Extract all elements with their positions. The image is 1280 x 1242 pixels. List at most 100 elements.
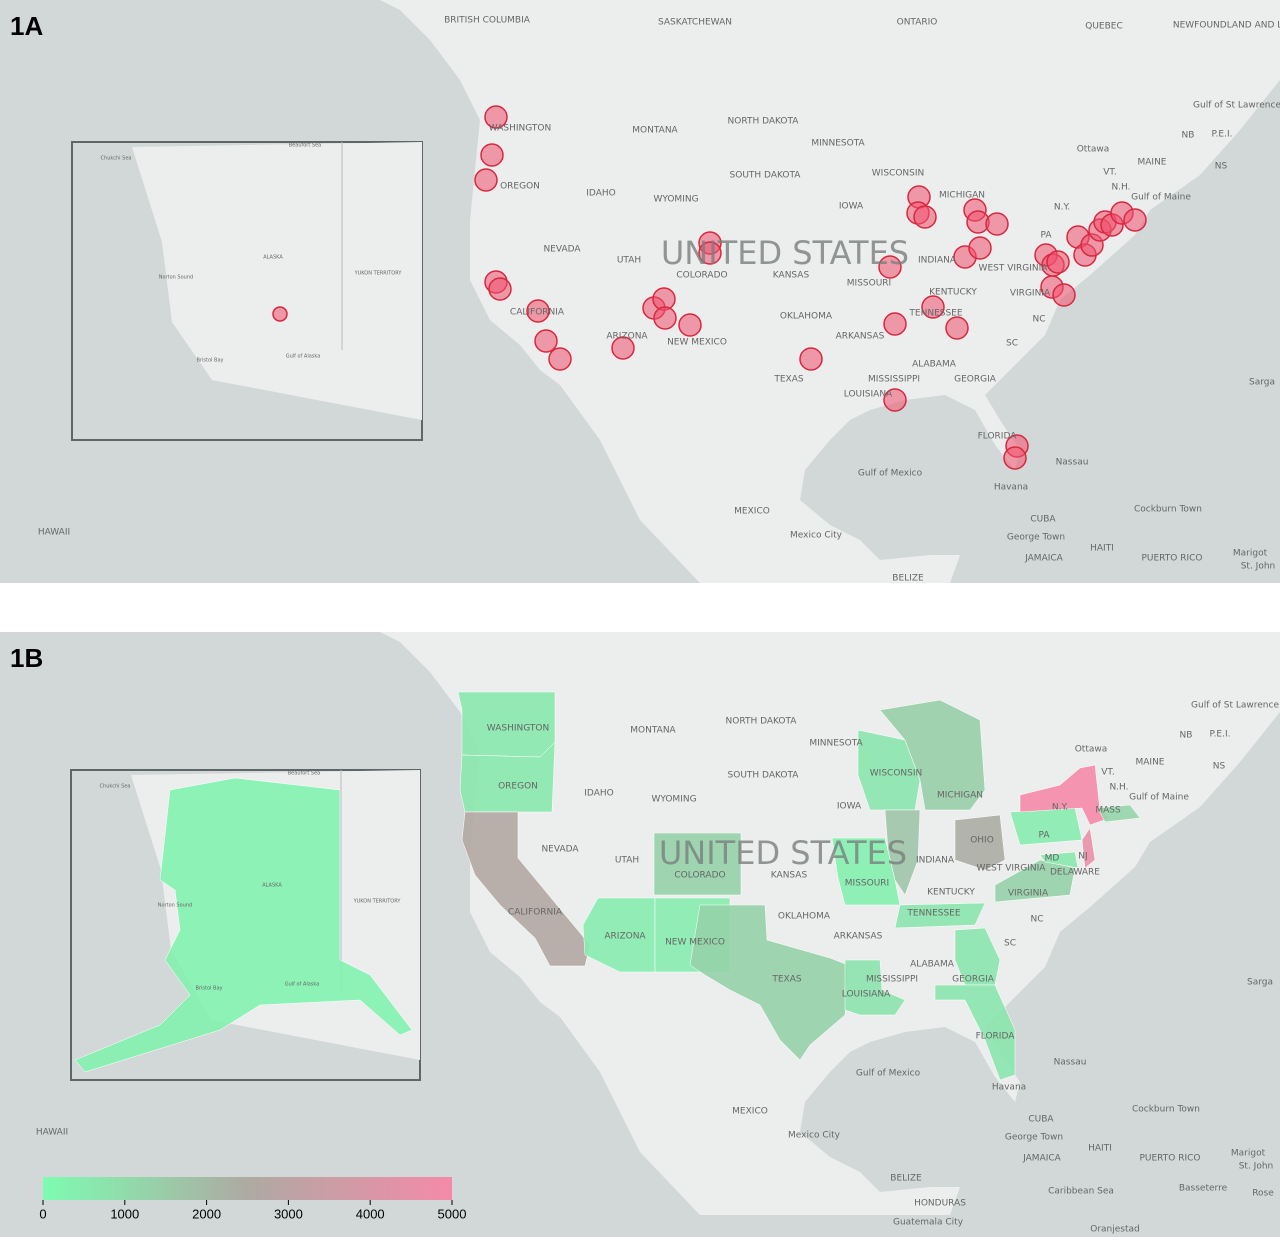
inset-label: Chukchi Sea bbox=[101, 156, 132, 162]
map-label: GEORGIA bbox=[954, 375, 997, 385]
map-label: IOWA bbox=[839, 202, 864, 212]
map-label: Basseterre bbox=[1179, 1184, 1228, 1194]
map-label: Havana bbox=[994, 483, 1028, 493]
map-label: VT. bbox=[1103, 168, 1116, 178]
map-label: Mexico City bbox=[788, 1131, 841, 1141]
map-label: IOWA bbox=[837, 802, 862, 812]
inset-label: Norton Sound bbox=[158, 903, 192, 909]
location-marker bbox=[799, 347, 823, 371]
region bbox=[74, 777, 413, 1073]
panel-label: 1A bbox=[10, 11, 43, 41]
map-label: NJ bbox=[1078, 852, 1087, 862]
map-label: Cockburn Town bbox=[1132, 1105, 1200, 1115]
map-label: KANSAS bbox=[773, 271, 810, 281]
inset-label: Bristol Bay bbox=[196, 986, 223, 992]
map-label: WISCONSIN bbox=[872, 169, 924, 179]
map-label: LOUISIANA bbox=[844, 390, 893, 400]
map-label: MINNESOTA bbox=[811, 139, 865, 149]
map-label: N.Y. bbox=[1054, 203, 1070, 213]
inset-label: YUKON TERRITORY bbox=[354, 271, 403, 277]
map-label: WEST VIRGINIA bbox=[979, 264, 1049, 274]
location-marker bbox=[272, 306, 288, 322]
location-marker bbox=[484, 105, 508, 129]
map-label: TENNESSEE bbox=[908, 309, 962, 319]
map-label: HAITI bbox=[1090, 544, 1114, 554]
map-label: SOUTH DAKOTA bbox=[728, 771, 800, 781]
map-label: NEWFOUNDLAND AND LABRADOR bbox=[1171, 621, 1280, 631]
location-marker bbox=[1052, 283, 1076, 307]
map-label: JAMAICA bbox=[1022, 1154, 1062, 1164]
map-label: VIRGINIA bbox=[1010, 289, 1051, 299]
inset-land bbox=[132, 142, 422, 420]
inset-label: Gulf of Alaska bbox=[286, 354, 321, 360]
map-label: OHIO bbox=[970, 836, 994, 846]
location-marker bbox=[534, 329, 558, 353]
map-label: MASS bbox=[1095, 806, 1121, 816]
region bbox=[884, 809, 921, 896]
region bbox=[459, 741, 556, 813]
inset-label: Bristol Bay bbox=[197, 358, 224, 364]
map-label: MONTANA bbox=[630, 726, 676, 736]
colorbar bbox=[43, 1177, 452, 1200]
map-label: SC bbox=[1004, 939, 1016, 949]
map-label: BELIZE bbox=[890, 1174, 922, 1184]
map-label: CUBA bbox=[1030, 515, 1056, 525]
map-label: OKLAHOMA bbox=[778, 912, 831, 922]
map-label: HAWAII bbox=[36, 1128, 68, 1138]
map-label: Nassau bbox=[1054, 1058, 1087, 1068]
map-label: Marigot bbox=[1233, 549, 1268, 559]
map-label: VT. bbox=[1101, 768, 1114, 778]
map-label: NEWFOUNDLAND AND LABRADOR bbox=[1173, 21, 1280, 31]
map-label: TENNESSEE bbox=[906, 909, 960, 919]
map-label: P.E.I. bbox=[1210, 730, 1231, 740]
map-label: INDIANA bbox=[916, 856, 955, 866]
map-label: HAITI bbox=[1088, 1144, 1112, 1154]
map-label: WISCONSIN bbox=[870, 769, 922, 779]
map-label: OREGON bbox=[498, 782, 538, 792]
map-label: MAINE bbox=[1136, 758, 1165, 768]
map-label: IDAHO bbox=[586, 189, 615, 199]
map-label: Mexico City bbox=[790, 531, 843, 541]
map-label: SC bbox=[1006, 339, 1018, 349]
location-marker bbox=[985, 212, 1009, 236]
map-label: N.H. bbox=[1111, 183, 1130, 193]
colorbar-tick-label: 1000 bbox=[110, 1206, 139, 1221]
map-label: TEXAS bbox=[771, 975, 802, 985]
map-label: MISSISSIPPI bbox=[868, 375, 920, 385]
map-label: George Town bbox=[1005, 1133, 1063, 1143]
map-label: WEST VIRGINIA bbox=[977, 864, 1047, 874]
map-label: Havana bbox=[992, 1083, 1026, 1093]
panel-label: 1B bbox=[10, 643, 43, 673]
map-label: NB bbox=[1182, 131, 1195, 141]
map-label: P.E.I. bbox=[1212, 130, 1233, 140]
map-label: NC bbox=[1032, 315, 1045, 325]
map-label: LOUISIANA bbox=[842, 990, 891, 1000]
region bbox=[653, 832, 742, 896]
map-label: UNITED STATES bbox=[659, 834, 907, 872]
map-label: CALIFORNIA bbox=[508, 908, 563, 918]
map-label: CALIFORNIA bbox=[510, 308, 565, 318]
location-marker bbox=[698, 241, 722, 265]
map-label: ONTARIO bbox=[897, 18, 938, 28]
map-label: NC bbox=[1030, 915, 1043, 925]
region bbox=[954, 814, 1006, 871]
map-label: FLORIDA bbox=[978, 432, 1018, 442]
map-label: UTAH bbox=[615, 856, 639, 866]
region bbox=[1081, 827, 1096, 869]
map-label: MAINE bbox=[1138, 158, 1167, 168]
inset-label: Beaufort Sea bbox=[289, 143, 321, 149]
map-label: NORTH DAKOTA bbox=[728, 117, 800, 127]
location-marker bbox=[1123, 208, 1147, 232]
region bbox=[879, 699, 986, 811]
map-label: Gulf of Mexico bbox=[856, 1069, 921, 1079]
map-label: INDIANA bbox=[918, 256, 957, 266]
map-label: N.H. bbox=[1109, 783, 1128, 793]
panel-a: BRITISH COLUMBIA SASKATCHEWAN ONTARIO QUEBE… bbox=[0, 0, 1280, 583]
map-label: COLORADO bbox=[674, 871, 725, 881]
map-label: OREGON bbox=[500, 182, 540, 192]
map-label: ALABAMA bbox=[910, 960, 955, 970]
map-label: NS bbox=[1215, 162, 1228, 172]
region bbox=[844, 959, 906, 1016]
map-label: PUERTO RICO bbox=[1139, 1154, 1200, 1164]
